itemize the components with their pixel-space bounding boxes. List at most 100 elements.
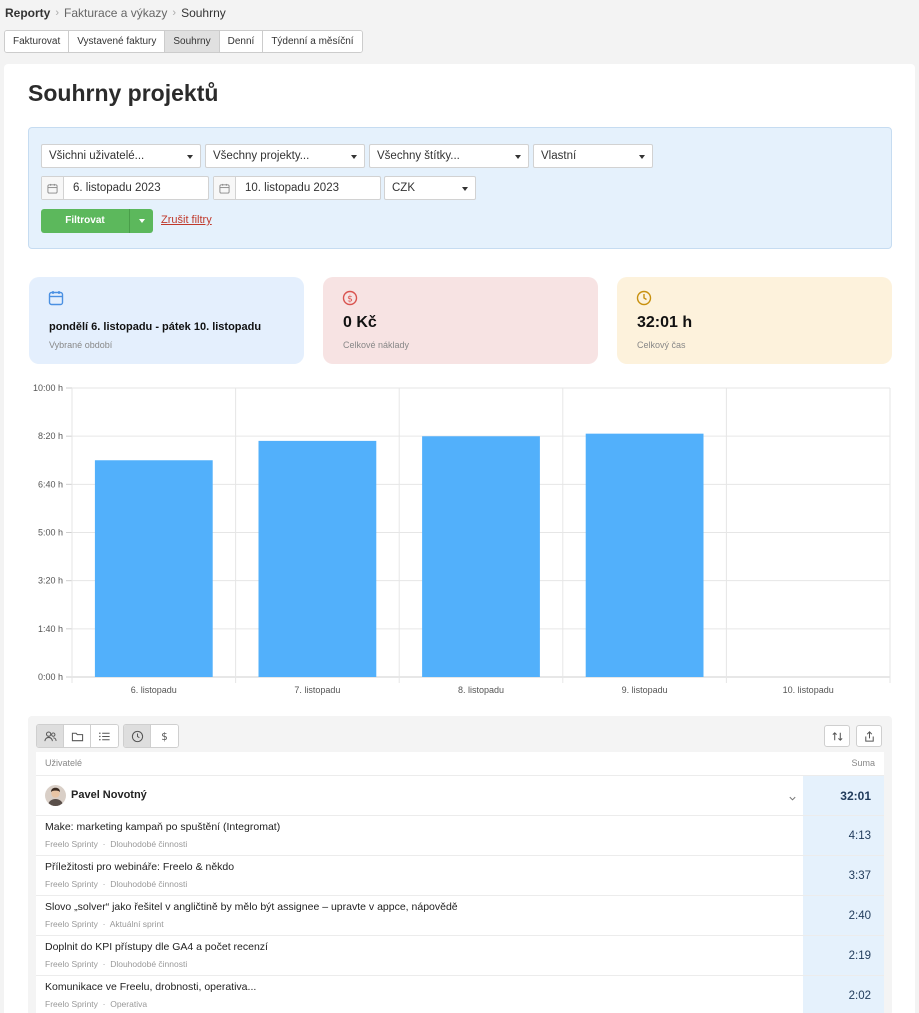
mode-money-button[interactable]: $ <box>151 725 178 747</box>
table-row[interactable]: Příležitosti pro webináře: Freelo & někd… <box>36 855 884 895</box>
task-project: Freelo Sprinty <box>45 919 98 929</box>
clear-filters-link[interactable]: Zrušit filtry <box>161 214 212 226</box>
projects-select-value: Všechny projekty... <box>213 150 310 162</box>
calendar-icon <box>48 290 64 311</box>
x-tick-label: 10. listopadu <box>783 685 834 695</box>
y-tick-label: 8:20 h <box>38 431 63 441</box>
x-tick-label: 6. listopadu <box>131 685 177 695</box>
calendar-icon[interactable] <box>42 177 64 199</box>
export-button[interactable] <box>856 725 882 747</box>
breadcrumb-root[interactable]: Reporty <box>5 6 51 20</box>
filter-dropdown-toggle[interactable] <box>129 209 153 233</box>
task-meta: Freelo Sprinty · Dlouhodobé činnosti <box>45 959 188 969</box>
task-meta: Freelo Sprinty · Dlouhodobé činnosti <box>45 879 188 889</box>
stat-time-value: 32:01 h <box>637 314 693 331</box>
tags-select-value: Všechny štítky... <box>377 150 460 162</box>
tab-vystavene-faktury[interactable]: Vystavené faktury <box>69 31 166 52</box>
y-tick-label: 5:00 h <box>38 528 63 538</box>
users-select-value: Všichni uživatelé... <box>49 150 145 162</box>
group-by-buttons <box>36 724 119 748</box>
page-title: Souhrny projektů <box>28 80 219 106</box>
stat-time-card: 32:01 h Celkový čas <box>617 277 892 364</box>
task-time: 4:13 <box>848 830 871 842</box>
task-time: 3:37 <box>848 870 871 882</box>
task-sum-cell <box>803 856 884 895</box>
task-name: Doplnit do KPI přístupy dle GA4 a počet … <box>45 941 268 953</box>
breadcrumb-middle[interactable]: Fakturace a výkazy <box>64 6 168 20</box>
group-projects-button[interactable] <box>64 725 91 747</box>
period-select-value: Vlastní <box>541 150 577 162</box>
table-row[interactable]: Komunikace ve Freelu, drobnosti, operati… <box>36 975 884 1013</box>
user-row[interactable]: Pavel Novotný 32:01 <box>36 775 884 815</box>
task-list: Aktuální sprint <box>109 919 164 929</box>
date-from-value: 6. listopadu 2023 <box>73 182 161 194</box>
date-from-field[interactable]: 6. listopadu 2023 <box>41 176 209 200</box>
mode-time-button[interactable] <box>124 725 151 747</box>
breadcrumb-separator: › <box>55 7 60 19</box>
caret-down-icon <box>639 155 645 159</box>
period-select[interactable]: Vlastní <box>533 144 653 168</box>
group-users-button[interactable] <box>37 725 64 747</box>
daily-hours-bar-chart: 0:00 h 1:40 h 3:20 h 5:00 h 6:40 h 8:20 h 10:0… <box>33 383 891 695</box>
table-row[interactable]: Slovo „solver“ jako řešitel v angličtině… <box>36 895 884 935</box>
task-sum-cell <box>803 936 884 975</box>
svg-text:$: $ <box>347 295 353 305</box>
date-to-field[interactable]: 10. listopadu 2023 <box>213 176 381 200</box>
dollar-circle-icon: $ <box>342 290 358 311</box>
bar <box>258 440 377 677</box>
group-tasks-button[interactable] <box>91 725 118 747</box>
report-tabs: Fakturovat Vystavené faktury Souhrny Den… <box>4 30 363 53</box>
stat-period-value: pondělí 6. listopadu - pátek 10. listopa… <box>49 321 262 333</box>
task-list: Dlouhodobé činnosti <box>110 839 188 849</box>
tags-select[interactable]: Všechny štítky... <box>369 144 529 168</box>
projects-select[interactable]: Všechny projekty... <box>205 144 365 168</box>
tab-fakturovat[interactable]: Fakturovat <box>5 31 70 52</box>
y-tick-label: 10:00 h <box>33 383 63 393</box>
table-row[interactable]: Make: marketing kampaň po spuštění (Inte… <box>36 815 884 855</box>
x-tick-label: 8. listopadu <box>458 685 504 695</box>
value-mode-buttons: $ <box>123 724 179 748</box>
share-icon <box>864 730 874 742</box>
task-sum-cell <box>803 976 884 1013</box>
users-select[interactable]: Všichni uživatelé... <box>41 144 201 168</box>
y-tick-label: 1:40 h <box>38 624 63 634</box>
sort-button[interactable] <box>824 725 850 747</box>
currency-select[interactable]: CZK <box>384 176 476 200</box>
caret-down-icon <box>515 155 521 159</box>
folder-icon <box>71 732 83 741</box>
column-header-users: Uživatelé <box>45 758 83 768</box>
stat-cost-label: Celkové náklady <box>343 340 410 350</box>
avatar <box>45 785 66 806</box>
calendar-icon[interactable] <box>214 177 236 199</box>
stat-period-card: pondělí 6. listopadu - pátek 10. listopa… <box>29 277 304 364</box>
svg-text:$: $ <box>161 732 168 743</box>
tab-tydenni-a-mesicni[interactable]: Týdenní a měsíční <box>263 31 362 52</box>
currency-select-value: CZK <box>392 182 415 194</box>
user-sum-cell <box>803 776 884 815</box>
stat-period-label: Vybrané období <box>49 340 113 350</box>
task-time: 2:02 <box>848 990 871 1002</box>
chevron-down-icon[interactable] <box>788 790 797 808</box>
bar <box>94 460 213 677</box>
task-sum-cell <box>803 816 884 855</box>
filter-panel: Všichni uživatelé... Všechny projekty...… <box>28 127 892 249</box>
filter-button[interactable]: Filtrovat <box>41 209 153 233</box>
task-project: Freelo Sprinty <box>45 959 98 969</box>
task-sum-cell <box>803 896 884 935</box>
x-tick-label: 7. listopadu <box>294 685 340 695</box>
tab-souhrny[interactable]: Souhrny <box>165 31 220 52</box>
tab-denni[interactable]: Denní <box>219 31 264 52</box>
task-time: 2:40 <box>848 910 871 922</box>
task-project: Freelo Sprinty <box>45 879 98 889</box>
task-name: Slovo „solver“ jako řešitel v angličtině… <box>45 901 458 913</box>
table-header: Uživatelé Suma <box>36 752 884 775</box>
breadcrumb: Reporty › Fakturace a výkazy › Souhrny <box>5 6 226 20</box>
bar <box>422 436 540 677</box>
table-row[interactable]: Doplnit do KPI přístupy dle GA4 a počet … <box>36 935 884 975</box>
caret-down-icon <box>187 155 193 159</box>
y-tick-label: 6:40 h <box>38 479 63 489</box>
dollar-icon: $ <box>161 732 168 743</box>
task-list: Dlouhodobé činnosti <box>110 879 188 889</box>
clock-icon <box>131 730 143 742</box>
task-name: Komunikace ve Freelu, drobnosti, operati… <box>45 981 257 993</box>
